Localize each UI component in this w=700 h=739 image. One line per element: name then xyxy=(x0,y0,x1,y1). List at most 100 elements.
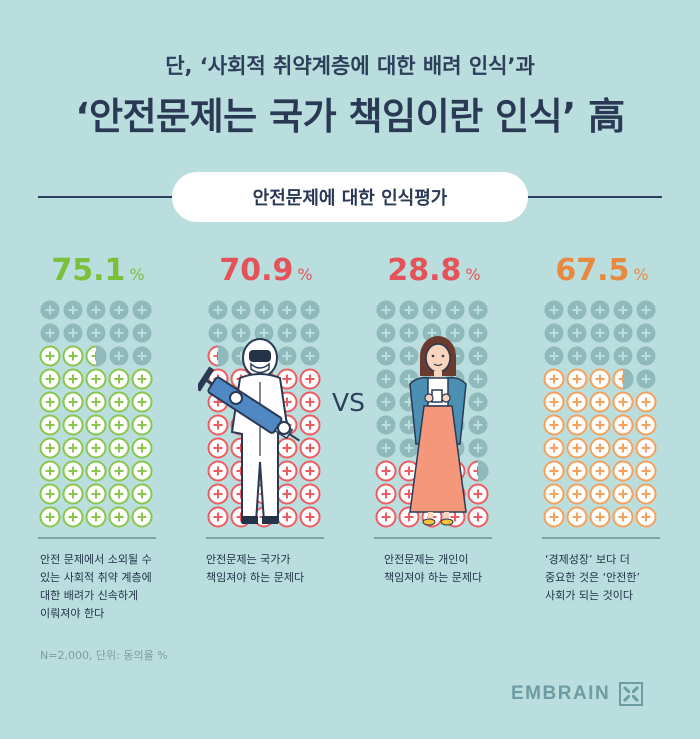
pictograph-dot xyxy=(376,369,396,389)
pictograph-dot xyxy=(589,414,611,436)
pictograph-dot xyxy=(40,323,60,343)
pictograph-dot xyxy=(445,323,465,343)
pictograph-dot xyxy=(277,346,297,366)
plus-icon xyxy=(236,305,246,315)
plus-icon xyxy=(68,305,78,315)
pictograph-dot xyxy=(612,460,634,482)
description-4: ‘경제성장’ 보다 더 중요한 것은 ‘안전한’ 사회가 되는 것이다 xyxy=(545,551,695,605)
pictograph-dot xyxy=(131,368,153,390)
pictograph-dot xyxy=(468,392,488,412)
plus-icon xyxy=(404,351,414,361)
value-number: 67.5 xyxy=(555,253,630,288)
pictograph-dot xyxy=(635,483,657,505)
plus-icon xyxy=(618,443,628,453)
plus-icon xyxy=(236,328,246,338)
pictograph-dot xyxy=(589,368,611,390)
page-title: ‘안전문제는 국가 책임이란 인식’ 高 xyxy=(75,95,625,138)
plus-icon xyxy=(427,328,437,338)
description-line: 안전문제는 국가가 xyxy=(206,553,291,566)
pictograph-dot xyxy=(375,460,397,482)
pictograph-dot xyxy=(613,300,633,320)
pictograph-dot xyxy=(207,414,229,436)
plus-icon xyxy=(282,351,292,361)
plus-icon xyxy=(473,397,483,407)
plus-icon xyxy=(404,420,414,430)
plus-icon xyxy=(45,466,55,476)
plus-icon xyxy=(572,512,582,522)
pictograph-dot xyxy=(40,300,60,320)
description-line: 안전문제는 개인이 xyxy=(384,553,469,566)
pictograph-dot xyxy=(589,506,611,528)
plus-icon xyxy=(45,512,55,522)
pictograph-dot xyxy=(108,437,130,459)
plus-icon xyxy=(595,328,605,338)
pictograph-dot xyxy=(62,391,84,413)
plus-icon xyxy=(618,397,628,407)
plus-icon xyxy=(381,374,391,384)
pictograph-dot xyxy=(543,368,565,390)
plus-icon xyxy=(549,512,559,522)
pictograph-dot xyxy=(86,323,106,343)
plus-icon xyxy=(473,512,483,522)
plus-icon xyxy=(68,374,78,384)
pictograph-dot xyxy=(589,391,611,413)
pictograph-dot xyxy=(39,437,61,459)
plus-icon xyxy=(68,512,78,522)
plus-icon xyxy=(404,374,414,384)
pictograph-dot xyxy=(63,323,83,343)
plus-icon xyxy=(45,397,55,407)
hazmat-worker-illustration xyxy=(198,338,300,524)
description-line: ‘경제성장’ 보다 더 xyxy=(545,553,630,566)
pictograph-dot xyxy=(62,506,84,528)
plus-icon xyxy=(641,374,651,384)
plus-icon xyxy=(137,466,147,476)
plus-icon xyxy=(91,328,101,338)
pictograph-dot xyxy=(85,391,107,413)
plus-icon xyxy=(381,512,391,522)
plus-icon xyxy=(68,443,78,453)
plus-icon xyxy=(305,305,315,315)
plus-icon xyxy=(213,328,223,338)
plus-icon xyxy=(641,397,651,407)
plus-icon xyxy=(259,328,269,338)
plus-icon xyxy=(381,305,391,315)
plus-icon xyxy=(618,328,628,338)
plus-icon xyxy=(137,420,147,430)
pictograph-dot xyxy=(468,415,488,435)
plus-icon xyxy=(91,397,101,407)
pictograph-dot xyxy=(207,460,229,482)
plus-icon xyxy=(473,351,483,361)
pictograph-dot xyxy=(399,346,419,366)
plus-icon xyxy=(549,328,559,338)
plus-icon xyxy=(114,443,124,453)
plus-icon xyxy=(68,351,78,361)
woman-illustration xyxy=(409,336,467,526)
pictograph-dot xyxy=(109,300,129,320)
plus-icon xyxy=(549,420,559,430)
plus-icon xyxy=(618,489,628,499)
plus-icon xyxy=(381,328,391,338)
pictograph-dot xyxy=(62,437,84,459)
pictograph-dot xyxy=(612,483,634,505)
pictograph-dot xyxy=(399,323,419,343)
pictograph-dot xyxy=(589,460,611,482)
plus-icon xyxy=(68,489,78,499)
pictograph-dot xyxy=(399,438,419,458)
plus-icon xyxy=(137,351,147,361)
pictograph-dot xyxy=(108,460,130,482)
description-1: 안전 문제에서 소외될 수 있는 사회적 취약 계층에 대한 배려가 신속하게 … xyxy=(40,551,190,623)
plus-icon xyxy=(213,489,223,499)
pictograph-dot xyxy=(567,300,587,320)
plus-icon xyxy=(427,305,437,315)
pictograph-dot xyxy=(132,300,152,320)
plus-icon xyxy=(572,305,582,315)
value-label-4: 67.5% xyxy=(532,253,672,288)
plus-icon xyxy=(91,512,101,522)
pictograph-dot xyxy=(544,346,564,366)
plus-icon xyxy=(282,443,292,453)
baseline-3 xyxy=(374,537,492,539)
pictograph-dot xyxy=(636,346,656,366)
plus-icon xyxy=(549,351,559,361)
plus-icon xyxy=(305,351,315,361)
plus-icon xyxy=(137,397,147,407)
